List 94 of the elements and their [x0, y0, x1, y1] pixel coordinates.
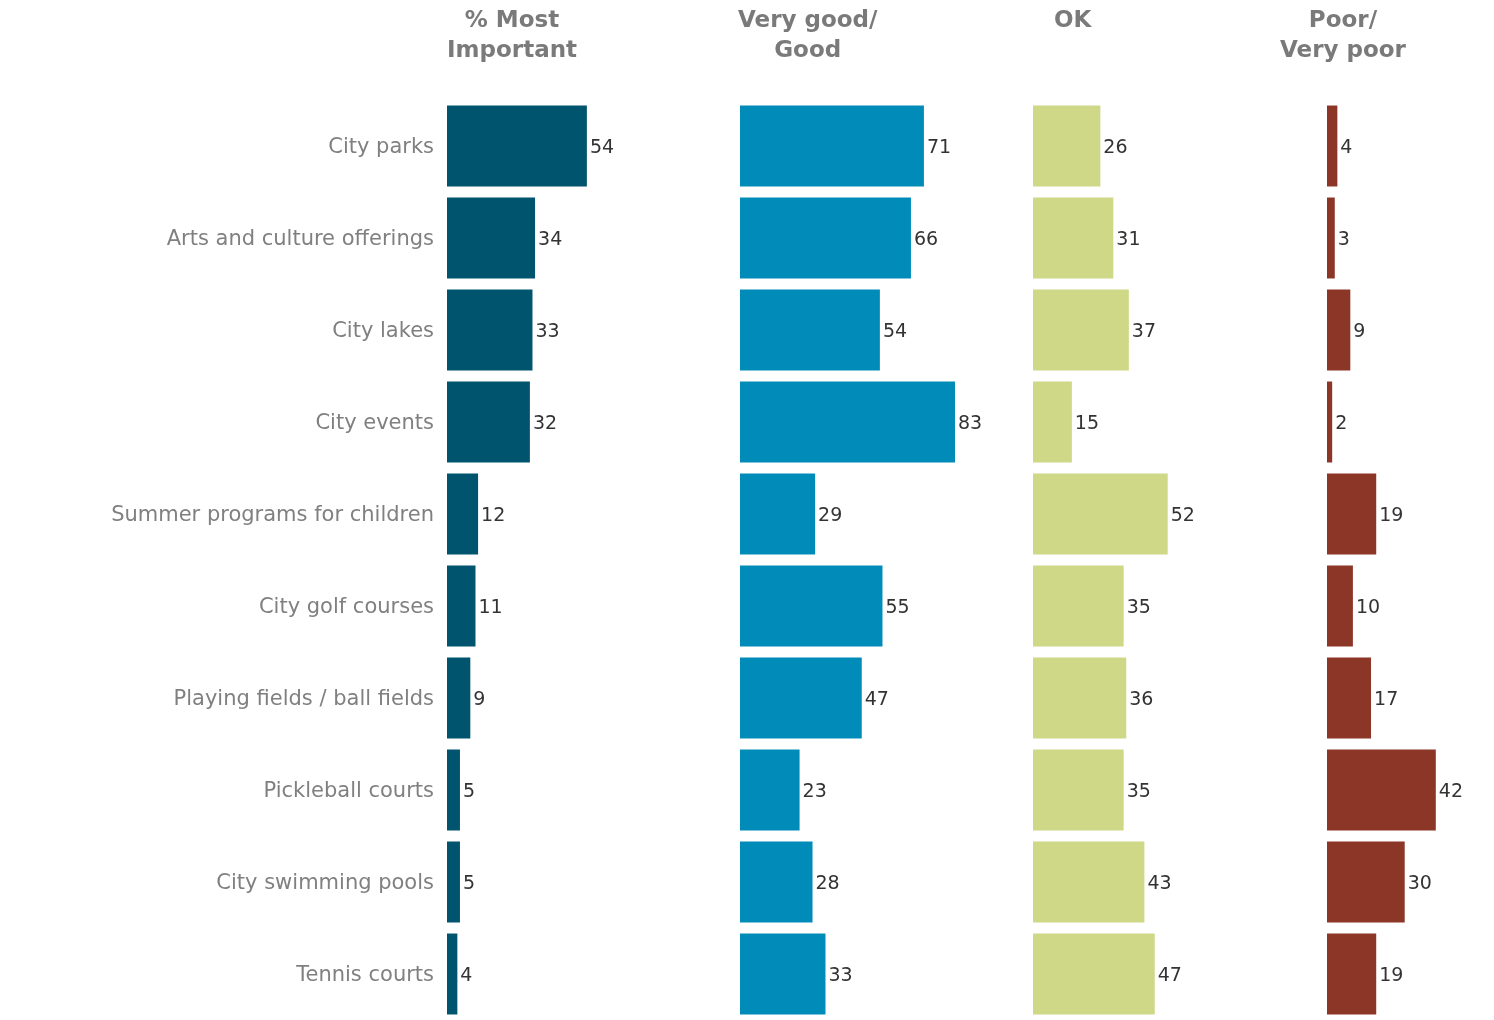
bar [1327, 657, 1372, 739]
data-label: 33 [535, 319, 560, 341]
data-label: 2 [1335, 411, 1348, 433]
y-tick-label: City golf courses [258, 594, 434, 619]
data-label: 5 [462, 871, 476, 893]
data-label: 54 [589, 135, 615, 157]
bar [447, 197, 536, 279]
bar [1033, 841, 1145, 923]
data-label: 52 [1170, 503, 1195, 525]
bar [1033, 289, 1129, 371]
bar [1033, 473, 1168, 555]
bar [447, 565, 476, 647]
data-label: 47 [864, 687, 889, 709]
bar [1327, 289, 1351, 371]
bar [447, 657, 471, 739]
bar [1327, 197, 1335, 279]
bar [1327, 381, 1333, 463]
bar [1327, 565, 1353, 647]
data-label: 11 [478, 595, 503, 617]
data-label: 33 [828, 963, 853, 985]
data-label: 15 [1074, 411, 1100, 433]
bar [447, 841, 460, 923]
bar [740, 933, 826, 1015]
y-tick-label: Arts and culture offerings [166, 226, 434, 251]
bar [740, 473, 816, 555]
data-label: 47 [1157, 963, 1182, 985]
bar [447, 933, 458, 1015]
bar [447, 473, 479, 555]
data-label: 42 [1438, 779, 1463, 801]
data-label: 17 [1374, 687, 1399, 709]
data-label: 29 [818, 503, 843, 525]
data-label: 4 [460, 963, 473, 985]
bar [740, 749, 800, 831]
data-label: 26 [1103, 135, 1128, 157]
chart-title: % Most Important [447, 6, 578, 62]
data-label: 4 [1340, 135, 1353, 157]
data-label: 10 [1355, 595, 1381, 617]
data-label: 54 [882, 319, 908, 341]
bar [447, 105, 587, 187]
bar [740, 105, 924, 187]
data-label: 9 [473, 687, 486, 709]
bar [447, 289, 533, 371]
data-label: 32 [532, 411, 558, 433]
data-label: 83 [958, 411, 983, 433]
data-label: 30 [1407, 871, 1432, 893]
bar [1033, 749, 1124, 831]
data-label: 35 [1126, 779, 1151, 801]
y-tick-label: City events [315, 410, 434, 435]
data-label: 35 [1126, 595, 1151, 617]
bar [740, 841, 813, 923]
bar [1327, 749, 1436, 831]
chart-title: Poor/ Very poor [1280, 6, 1407, 62]
data-label: 9 [1353, 319, 1366, 341]
bar [740, 657, 862, 739]
bar [740, 381, 955, 463]
data-label: 34 [538, 227, 563, 249]
bar [1033, 381, 1072, 463]
data-label: 31 [1116, 227, 1141, 249]
y-tick-label: Tennis courts [295, 962, 434, 987]
bar [1033, 105, 1101, 187]
data-label: 23 [802, 779, 827, 801]
y-tick-label: Pickleball courts [263, 778, 434, 803]
y-tick-label: City swimming pools [216, 870, 434, 895]
bar [447, 381, 530, 463]
bar [1327, 933, 1377, 1015]
y-tick-label: Playing fields / ball fields [173, 686, 434, 711]
data-label: 3 [1337, 227, 1350, 249]
data-label: 71 [926, 135, 952, 157]
data-label: 36 [1129, 687, 1154, 709]
data-label: 66 [913, 227, 939, 249]
bar [740, 565, 883, 647]
chart-title: Very good/ Good [738, 6, 879, 62]
data-label: 5 [462, 779, 476, 801]
bar [447, 749, 460, 831]
bar [1033, 197, 1114, 279]
y-tick-label: Summer programs for children [111, 502, 434, 527]
data-label: 55 [885, 595, 910, 617]
data-label: 43 [1147, 871, 1172, 893]
bar [740, 289, 880, 371]
bar [1033, 657, 1127, 739]
data-label: 28 [815, 871, 840, 893]
data-label: 19 [1379, 503, 1404, 525]
y-tick-label: City lakes [332, 318, 434, 343]
y-tick-label: City parks [328, 134, 434, 159]
bar [1327, 841, 1405, 923]
data-label: 19 [1379, 963, 1404, 985]
bar [1327, 473, 1377, 555]
data-label: 37 [1131, 319, 1157, 341]
data-label: 12 [481, 503, 506, 525]
bar [1033, 565, 1124, 647]
bar [1327, 105, 1338, 187]
bar [740, 197, 911, 279]
bar [1033, 933, 1155, 1015]
chart-title: OK [1054, 6, 1093, 32]
